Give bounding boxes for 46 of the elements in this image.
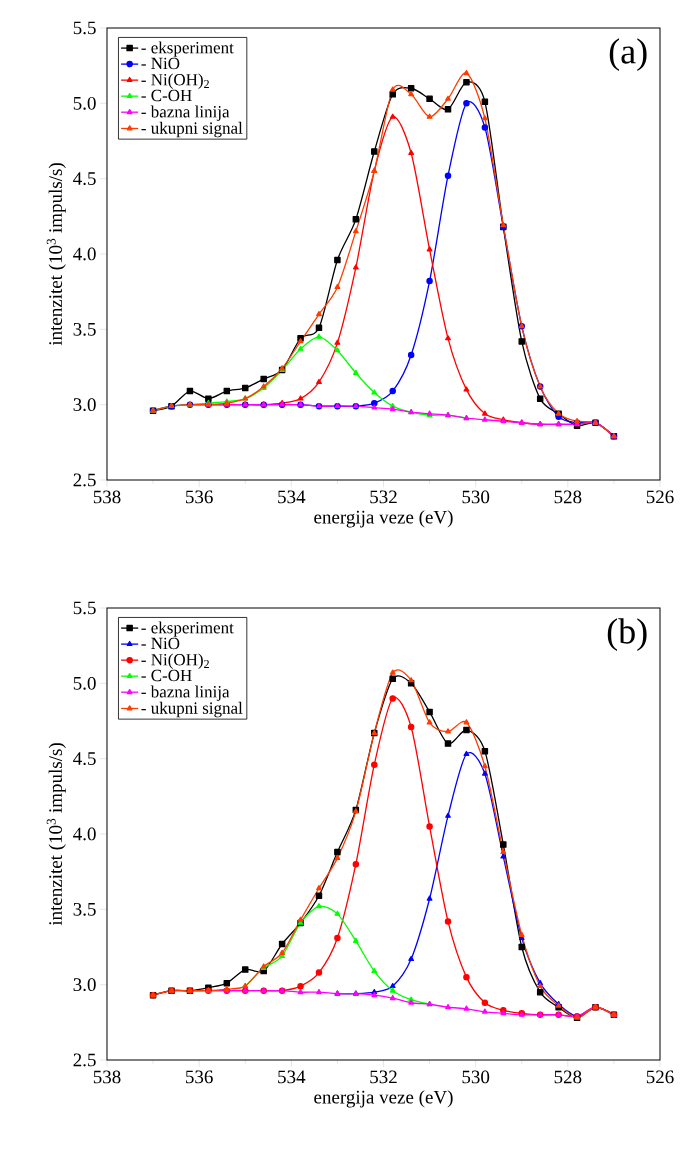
legend-label: - Ni(OH)$_{2}$ <box>141 653 209 669</box>
x-tick-label: 526 <box>646 1070 674 1084</box>
y-tick-label: 4.5 <box>73 752 96 766</box>
x-tick-label: 538 <box>93 490 121 504</box>
legend-label: - bazna linija <box>141 685 230 701</box>
legend-label: - NiO <box>141 637 180 650</box>
y-tick-label: 5.0 <box>73 676 96 690</box>
x-tick-label: 530 <box>462 1070 490 1084</box>
legend-label: - bazna linija <box>141 105 230 121</box>
y-tick-label: 3.5 <box>73 902 96 916</box>
legend-label: - C-OH <box>141 89 192 102</box>
y-tick-label: 4.0 <box>73 827 96 841</box>
x-tick-label: 534 <box>278 490 306 504</box>
annotation: (b) <box>607 618 647 651</box>
x-axis-title: energija veze (eV) <box>314 1090 453 1108</box>
legend-label: - C-OH <box>141 669 192 682</box>
legend-label: - eksperiment <box>141 41 234 57</box>
annotation: (a) <box>609 38 647 71</box>
y-tick-label: 4.5 <box>73 172 96 186</box>
x-tick-label: 532 <box>370 490 397 504</box>
y-tick-label: 3.5 <box>73 322 96 336</box>
x-tick-label: 528 <box>554 490 582 504</box>
x-tick-label: 528 <box>554 1070 582 1084</box>
legend-label: - NiO <box>141 57 180 70</box>
legend-label: - Ni(OH)$_{2}$ <box>141 73 209 89</box>
y-tick-label: 2.5 <box>73 473 96 487</box>
x-tick-label: 530 <box>462 490 490 504</box>
legend-label: - ukupni signal <box>141 121 243 138</box>
legend-label: - eksperiment <box>141 621 234 637</box>
x-tick-label: 536 <box>186 490 213 504</box>
y-tick-label: 5.0 <box>73 96 96 110</box>
legend-label: - ukupni signal <box>141 701 243 718</box>
y-tick-label: 2.5 <box>73 1053 96 1067</box>
y-tick-label: 3.0 <box>73 978 96 992</box>
x-axis-title: energija veze (eV) <box>314 510 453 528</box>
y-tick-label: 4.0 <box>73 247 96 261</box>
y-tick-label: 5.5 <box>73 21 96 35</box>
y-tick-label: 5.5 <box>73 601 96 615</box>
x-tick-label: 538 <box>93 1070 121 1084</box>
y-axis-title: intenzitet (10$^{3}$ impuls/s) <box>46 743 66 926</box>
x-tick-label: 536 <box>186 1070 213 1084</box>
y-axis-title: intenzitet (10$^{3}$ impuls/s) <box>46 163 66 346</box>
x-tick-label: 534 <box>278 1070 306 1084</box>
x-tick-label: 532 <box>370 1070 397 1084</box>
y-tick-label: 3.0 <box>73 398 96 412</box>
x-tick-label: 526 <box>646 490 674 504</box>
